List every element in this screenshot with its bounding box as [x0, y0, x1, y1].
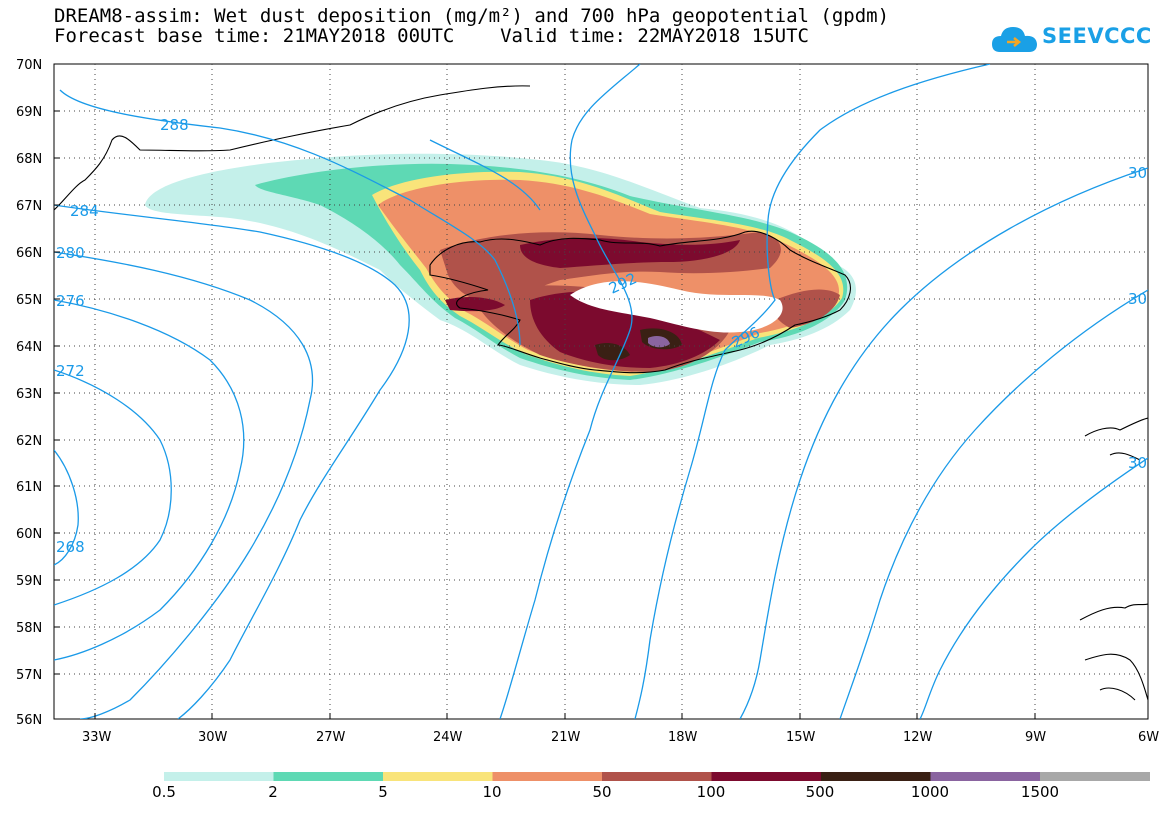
norway-coast: [1079, 603, 1148, 701]
lat-label: 63N: [16, 387, 42, 402]
lat-label: 68N: [16, 152, 42, 167]
lon-label: 27W: [316, 730, 346, 745]
chart-subtitle: Forecast base time: 21MAY2018 00UTC Vali…: [54, 25, 809, 47]
chart-title: DREAM8-assim: Wet dust deposition (mg/m²…: [54, 5, 890, 27]
lon-label: 33W: [82, 730, 112, 745]
contour-268: [54, 449, 79, 566]
colorbar-swatch: [821, 772, 931, 781]
lon-label: 6W: [1138, 730, 1159, 745]
lat-label: 64N: [16, 340, 42, 355]
lat-label: 65N: [16, 293, 42, 308]
colorbar-label: 500: [805, 783, 835, 801]
lon-label: 24W: [433, 730, 463, 745]
lat-label: 67N: [16, 199, 42, 214]
contour-284: [54, 204, 410, 719]
lon-label: 30W: [198, 730, 228, 745]
lon-labels: 33W 30W 27W 24W 21W 18W 15W 12W 9W 6W: [82, 730, 1159, 745]
colorbar-swatch: [1040, 772, 1150, 781]
lat-label: 56N: [16, 713, 42, 728]
cloud-icon: [992, 27, 1037, 52]
contour-296: [634, 64, 991, 719]
colorbar: [164, 772, 1150, 781]
colorbar-label: 5: [378, 783, 388, 801]
contour-280-upper: [429, 139, 541, 211]
lon-label: 9W: [1025, 730, 1046, 745]
lat-label: 69N: [16, 105, 42, 120]
lat-labels: 70N 69N 68N 67N 66N 65N 64N 63N 62N 61N …: [16, 58, 42, 728]
lat-label: 61N: [16, 480, 42, 495]
colorbar-label: 1000: [910, 783, 950, 801]
contour-label: 288: [160, 116, 189, 134]
contour-300b: [839, 289, 1148, 719]
lat-label: 62N: [16, 434, 42, 449]
lat-label: 70N: [16, 58, 42, 73]
colorbar-label: 10: [482, 783, 502, 801]
contour-label: 30: [1128, 290, 1147, 308]
contour-272: [54, 369, 172, 606]
lon-label: 21W: [551, 730, 581, 745]
contour-300c: [919, 457, 1148, 719]
colorbar-label: 0.5: [152, 783, 176, 801]
contour-label: 284: [70, 202, 99, 220]
contour-288: [59, 89, 521, 346]
plot-frame: [53, 63, 1149, 720]
lon-label: 18W: [668, 730, 698, 745]
contour-label: 272: [56, 362, 85, 380]
grid: [54, 64, 1148, 719]
colorbar-label: 100: [696, 783, 726, 801]
colorbar-swatch: [711, 772, 822, 781]
lon-label: 12W: [903, 730, 933, 745]
colorbar-label: 50: [592, 783, 612, 801]
lon-label: 15W: [786, 730, 816, 745]
contour-276: [54, 299, 245, 661]
contour-label: 280: [56, 244, 85, 262]
coastlines: [54, 85, 1148, 701]
greenland-coast: [54, 85, 531, 211]
colorbar-swatch: [383, 772, 493, 781]
geopotential-contours: [54, 64, 1148, 719]
dust-deposition-shading: [145, 153, 856, 385]
colorbar-swatch: [602, 772, 712, 781]
contour-label: 30: [1128, 454, 1147, 472]
colorbar-swatch: [930, 772, 1041, 781]
lat-label: 60N: [16, 527, 42, 542]
colorbar-label: 1500: [1020, 783, 1060, 801]
contour-300a: [739, 167, 1148, 719]
lat-label: 59N: [16, 574, 42, 589]
contour-label: 276: [56, 292, 85, 310]
scotland-coast: [1084, 417, 1148, 461]
iceland-coast: [429, 230, 851, 374]
lat-label: 57N: [16, 668, 42, 683]
contour-label: 268: [56, 538, 85, 556]
colorbar-label: 2: [268, 783, 278, 801]
lat-label: 58N: [16, 621, 42, 636]
contour-label: 30: [1128, 164, 1147, 182]
colorbar-swatch: [492, 772, 603, 781]
colorbar-swatch: [164, 772, 274, 781]
ticks: [54, 110, 1036, 719]
contour-280: [54, 251, 314, 719]
colorbar-swatch: [273, 772, 384, 781]
logo-text: SEEVCCC: [1042, 24, 1152, 48]
lat-label: 66N: [16, 246, 42, 261]
logo: [990, 22, 1140, 56]
dust-level-1000: [648, 336, 670, 348]
contour-292: [499, 64, 641, 719]
no-deposition-area: [570, 281, 783, 333]
